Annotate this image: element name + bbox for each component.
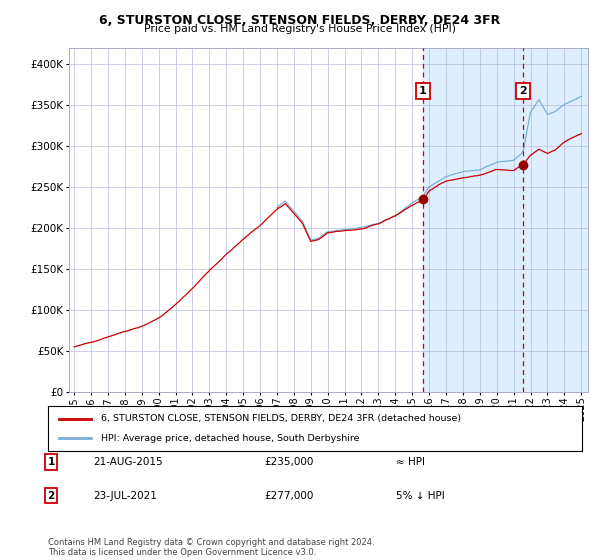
Text: 1: 1 (419, 86, 427, 96)
Text: ≈ HPI: ≈ HPI (396, 457, 425, 467)
Text: £277,000: £277,000 (264, 491, 313, 501)
Text: 5% ↓ HPI: 5% ↓ HPI (396, 491, 445, 501)
Text: £235,000: £235,000 (264, 457, 313, 467)
Text: 6, STURSTON CLOSE, STENSON FIELDS, DERBY, DE24 3FR (detached house): 6, STURSTON CLOSE, STENSON FIELDS, DERBY… (101, 414, 461, 423)
Text: 21-AUG-2015: 21-AUG-2015 (93, 457, 163, 467)
Text: 23-JUL-2021: 23-JUL-2021 (93, 491, 157, 501)
Text: 2: 2 (47, 491, 55, 501)
Text: 6, STURSTON CLOSE, STENSON FIELDS, DERBY, DE24 3FR: 6, STURSTON CLOSE, STENSON FIELDS, DERBY… (100, 14, 500, 27)
Text: Price paid vs. HM Land Registry's House Price Index (HPI): Price paid vs. HM Land Registry's House … (144, 24, 456, 34)
Text: 1: 1 (47, 457, 55, 467)
Text: Contains HM Land Registry data © Crown copyright and database right 2024.
This d: Contains HM Land Registry data © Crown c… (48, 538, 374, 557)
Text: 2: 2 (519, 86, 527, 96)
Bar (423, 48, 598, 392)
Text: HPI: Average price, detached house, South Derbyshire: HPI: Average price, detached house, Sout… (101, 434, 360, 443)
